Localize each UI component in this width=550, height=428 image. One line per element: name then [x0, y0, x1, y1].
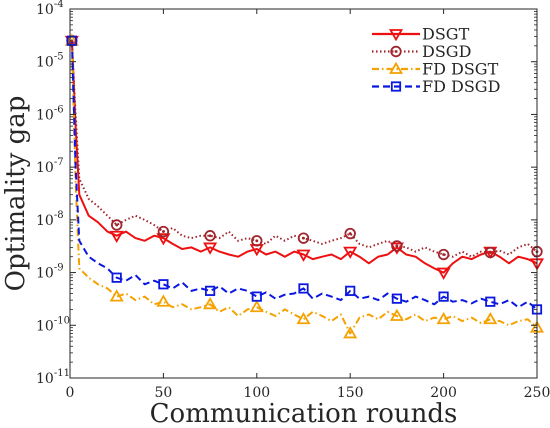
y-tick-label: 10-8 [36, 210, 64, 229]
fd-dsgd-marker [251, 291, 262, 302]
dsgd-marker [484, 246, 497, 259]
x-axis-label: Communication rounds [150, 399, 458, 428]
dsgd-marker-center [115, 223, 119, 227]
dsgd-marker [391, 240, 403, 252]
x-tick-label: 250 [524, 385, 550, 401]
fd-dsgt-marker [436, 311, 451, 325]
fd-dsgd-marker [438, 291, 449, 302]
dsgt-legend-label: DSGT [422, 25, 470, 44]
dsgd-marker-center [348, 232, 352, 235]
fd-dsgd-marker [485, 296, 496, 307]
x-tick-label: 50 [154, 385, 172, 401]
fd-dsgt-series-line [70, 40, 538, 335]
dsgd-legend-marker [390, 45, 402, 58]
y-tick-label: 10-6 [36, 104, 64, 123]
fd-dsgt-marker [203, 297, 218, 310]
plot-frame [69, 8, 538, 379]
x-tick-label: 200 [430, 385, 457, 401]
dsgt-legend-marker [388, 29, 404, 42]
fd-dsgd-marker [298, 283, 309, 294]
dsgd-marker [204, 230, 216, 242]
fd-dsgt-marker [109, 289, 124, 302]
dsgt-marker [203, 242, 218, 255]
dsgd-legend-marker-center [394, 50, 398, 53]
x-tick-label: 100 [243, 385, 270, 401]
fd-dsgt-marker [343, 326, 358, 339]
dsgd-marker-center [488, 251, 492, 254]
fd-dsgt-marker [296, 311, 311, 325]
dsgd-marker [157, 225, 170, 238]
y-tick-label: 10-9 [36, 263, 64, 282]
x-tick-label: 0 [66, 385, 75, 401]
dsgd-legend-label: DSGD [422, 42, 471, 61]
dsgt-marker [296, 249, 311, 262]
dsgt-marker [343, 246, 358, 259]
y-tick-label: 10-7 [36, 157, 64, 176]
x-tick-label: 150 [337, 385, 364, 401]
dsgd-marker-center [162, 230, 165, 233]
fd-dsgt-marker [389, 308, 404, 321]
dsgt-marker [389, 242, 404, 255]
y-tick-label: 10-10 [36, 315, 70, 334]
dsgd-marker [110, 219, 123, 231]
dsgd-marker-center [70, 39, 74, 43]
fd-dsgd-legend-label: FD DSGD [422, 77, 500, 96]
fd-dsgd-marker [111, 272, 122, 283]
fd-dsgd-legend-marker [390, 81, 402, 92]
fd-dsgd-marker [158, 279, 169, 290]
dsgt-marker [436, 267, 451, 280]
dsgd-marker-center [255, 239, 259, 243]
fd-dsgd-series-line [70, 40, 538, 311]
fd-dsgt-marker [483, 311, 498, 325]
fd-dsgt-legend-label: FD DSGT [422, 60, 499, 79]
fd-dsgd-marker [345, 285, 356, 296]
dsgd-marker [344, 227, 356, 240]
fd-dsgd-marker [391, 293, 403, 304]
fd-dsgt-marker [249, 299, 264, 313]
dsgd-marker [437, 248, 450, 261]
fd-dsgd-marker [204, 285, 216, 296]
fd-dsgt-legend-marker [388, 61, 404, 74]
y-axis-label: Optimality gap [1, 96, 31, 292]
y-tick-label: 10-5 [36, 52, 64, 71]
dsgd-marker [251, 235, 263, 247]
dsgd-marker-center [208, 234, 212, 238]
dsgt-marker [156, 233, 171, 246]
fd-dsgt-marker [156, 294, 171, 307]
dsgd-marker-center [442, 253, 445, 256]
y-tick-label: 10-4 [36, 0, 64, 18]
dsgt-marker [109, 230, 124, 244]
dsgd-marker-center [395, 244, 399, 248]
dsgd-marker [297, 232, 310, 244]
dsgd-marker-center [302, 236, 305, 240]
